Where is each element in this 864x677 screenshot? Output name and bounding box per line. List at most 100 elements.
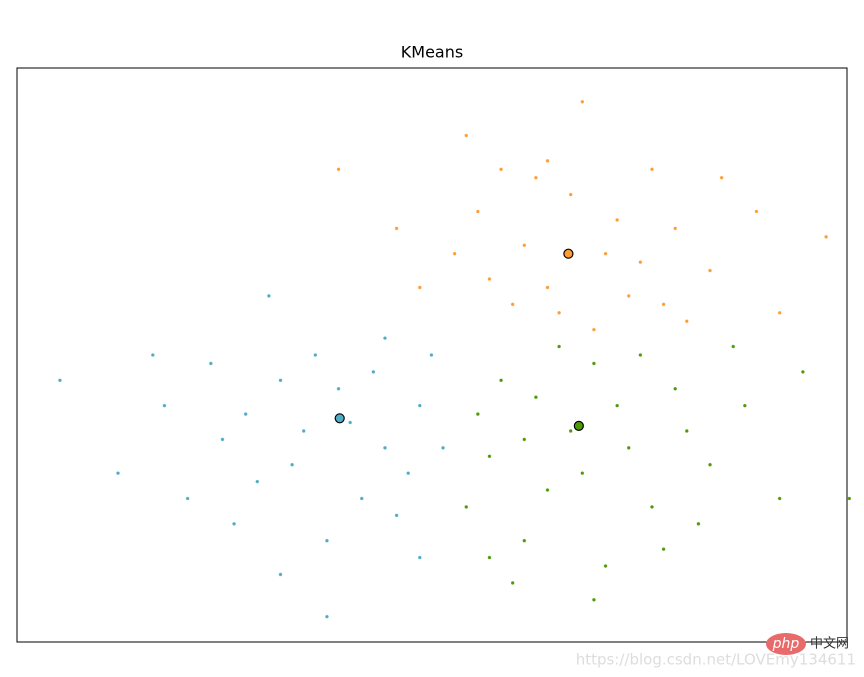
point — [777, 496, 782, 501]
point — [603, 251, 608, 256]
point — [243, 412, 248, 417]
point — [324, 614, 329, 619]
point — [336, 386, 341, 391]
point — [220, 437, 225, 442]
point — [533, 395, 538, 400]
point — [522, 538, 527, 543]
point — [638, 260, 643, 265]
chart-title: KMeans — [401, 43, 463, 62]
cluster-center — [334, 413, 345, 424]
point — [638, 353, 643, 357]
point — [116, 471, 120, 476]
point — [406, 471, 411, 476]
point — [429, 353, 434, 357]
point — [266, 293, 271, 298]
point — [696, 521, 701, 526]
point — [708, 268, 712, 273]
point — [522, 243, 527, 248]
point — [650, 504, 654, 509]
point — [417, 555, 422, 560]
point — [673, 386, 678, 391]
point — [487, 454, 492, 459]
point — [383, 336, 387, 341]
watermark-logo-bg — [766, 633, 806, 655]
point — [313, 353, 318, 357]
point — [603, 564, 608, 568]
point — [394, 226, 399, 231]
point — [580, 99, 585, 104]
point — [348, 420, 353, 425]
watermark-site: 中文网 — [810, 637, 849, 652]
point — [847, 496, 852, 501]
point — [742, 403, 747, 408]
point — [371, 369, 376, 374]
point — [232, 521, 237, 526]
point — [417, 403, 422, 408]
point — [417, 285, 422, 290]
point — [684, 429, 689, 433]
point — [58, 378, 62, 383]
point — [359, 496, 364, 501]
point — [754, 209, 759, 214]
point — [661, 302, 666, 307]
point — [661, 547, 666, 552]
point — [185, 496, 190, 501]
point — [731, 344, 736, 349]
point — [150, 353, 155, 357]
point — [719, 175, 724, 180]
point — [290, 462, 295, 467]
point — [278, 572, 283, 577]
point — [383, 445, 387, 450]
point — [464, 133, 469, 138]
point — [545, 285, 550, 290]
point — [626, 293, 631, 298]
plot-frame — [16, 67, 848, 643]
point — [336, 167, 341, 172]
point — [591, 361, 596, 366]
point — [475, 412, 480, 417]
point — [650, 167, 654, 172]
point — [464, 504, 469, 509]
point — [557, 344, 562, 349]
point — [162, 403, 167, 408]
watermark-logo: php — [772, 636, 800, 652]
point — [568, 192, 573, 197]
point — [499, 378, 504, 383]
point — [510, 580, 515, 585]
point — [441, 445, 445, 450]
point — [568, 429, 573, 433]
point — [301, 429, 306, 433]
point — [324, 538, 329, 543]
point — [487, 277, 492, 281]
point — [708, 462, 712, 467]
point — [673, 226, 678, 231]
point — [684, 319, 689, 324]
watermark-url: https://blog.csdn.net/LOVEmy134611 — [576, 651, 856, 669]
point — [824, 234, 829, 239]
point — [522, 437, 527, 442]
point — [487, 555, 492, 560]
point — [545, 488, 550, 493]
point — [475, 209, 480, 214]
cluster-center — [563, 248, 574, 259]
point — [615, 217, 620, 222]
point — [278, 378, 283, 383]
point — [557, 310, 562, 315]
point — [591, 327, 596, 332]
point — [626, 445, 631, 450]
point — [800, 369, 805, 374]
point — [499, 167, 504, 172]
point — [510, 302, 515, 307]
point — [777, 310, 782, 315]
point — [452, 251, 457, 256]
cluster-center — [573, 420, 584, 432]
point — [545, 158, 550, 163]
point — [615, 403, 620, 408]
point — [591, 597, 596, 602]
point — [208, 361, 213, 366]
point — [533, 175, 538, 180]
point — [394, 513, 399, 518]
point — [255, 479, 260, 484]
point — [580, 471, 585, 476]
